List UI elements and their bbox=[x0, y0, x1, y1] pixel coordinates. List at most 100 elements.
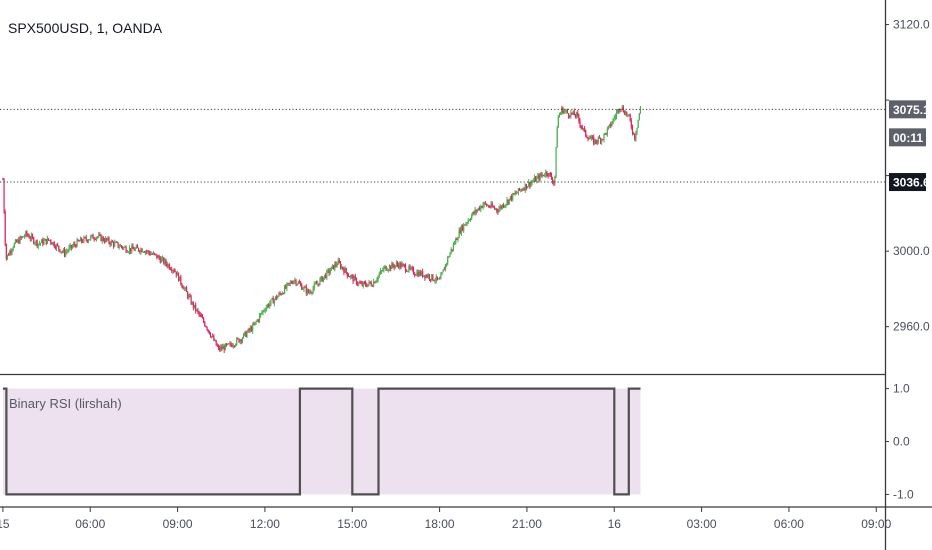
candle-body bbox=[606, 128, 608, 135]
price-tick-label: 2960.0 bbox=[893, 320, 930, 334]
candle-body bbox=[355, 278, 358, 284]
candle-body bbox=[476, 209, 478, 212]
candle-body bbox=[443, 269, 445, 271]
candle-body bbox=[445, 263, 448, 265]
candle-body bbox=[362, 282, 364, 286]
candle-body bbox=[472, 212, 474, 216]
candle-body bbox=[5, 244, 7, 259]
candle-body bbox=[328, 269, 330, 274]
candle-body bbox=[90, 236, 92, 240]
candle-body bbox=[312, 288, 314, 293]
candle-body bbox=[60, 251, 62, 253]
price-axis[interactable]: 3120.0 3000.0 2960.0 3075.1 00:11 3036.6 bbox=[885, 18, 930, 334]
candle-body bbox=[134, 248, 136, 251]
candle-body bbox=[347, 276, 350, 277]
candle-body bbox=[629, 114, 631, 121]
candle-body bbox=[441, 272, 443, 275]
candle-body bbox=[225, 343, 228, 345]
candle-body bbox=[240, 339, 242, 342]
candle-body bbox=[376, 279, 378, 282]
candle-body bbox=[589, 138, 591, 140]
candle-body bbox=[510, 196, 513, 200]
candle-body bbox=[345, 268, 347, 273]
candle-body bbox=[460, 225, 462, 234]
candle-body bbox=[346, 272, 348, 277]
candle-body bbox=[367, 284, 369, 287]
candle-body bbox=[473, 212, 475, 214]
candle-body bbox=[461, 225, 464, 231]
candle-body bbox=[392, 263, 394, 267]
candle-body bbox=[614, 116, 616, 118]
candle-body bbox=[298, 282, 301, 284]
candle-body bbox=[50, 240, 52, 243]
candle-body bbox=[173, 270, 175, 272]
candle-body bbox=[623, 111, 626, 115]
candle-body bbox=[581, 126, 583, 129]
candle-body bbox=[388, 265, 391, 270]
candle-body bbox=[552, 179, 554, 183]
candle-body bbox=[2, 179, 4, 181]
candle-body bbox=[607, 125, 610, 129]
candle-body bbox=[530, 182, 532, 187]
candle-body bbox=[192, 302, 194, 308]
rsi-tick-label: 0.0 bbox=[893, 435, 910, 449]
candle-body bbox=[205, 326, 207, 328]
candle-body bbox=[557, 116, 559, 128]
candle-body bbox=[480, 206, 482, 210]
candle-body bbox=[107, 238, 109, 241]
candle-body bbox=[515, 192, 517, 194]
price-pane[interactable] bbox=[0, 104, 885, 354]
candle-body bbox=[558, 114, 561, 117]
candle-body bbox=[529, 182, 531, 187]
candle-body bbox=[610, 124, 612, 127]
candle-body bbox=[132, 245, 134, 249]
candle-body bbox=[278, 293, 280, 297]
candle-body bbox=[336, 264, 338, 266]
candle-body bbox=[377, 276, 379, 280]
candle-body bbox=[108, 238, 110, 243]
candle-body bbox=[63, 249, 66, 256]
candle-body bbox=[167, 264, 169, 267]
candle-body bbox=[159, 258, 161, 263]
price-tick-label: 3120.0 bbox=[893, 18, 930, 32]
candle-body bbox=[403, 264, 405, 266]
time-axis[interactable]: 15 06:00 09:00 12:00 15:00 18:00 21:00 16 03:00 0… bbox=[0, 507, 892, 531]
candle-body bbox=[302, 289, 304, 290]
candle-body bbox=[142, 251, 144, 253]
candle-body bbox=[185, 287, 188, 293]
candle-body bbox=[234, 344, 237, 346]
candle-body bbox=[231, 345, 233, 347]
candle-body bbox=[634, 133, 636, 140]
rsi-pane[interactable] bbox=[2, 387, 641, 496]
candle-body bbox=[385, 266, 387, 271]
candle-body bbox=[124, 246, 126, 248]
candle-body bbox=[601, 139, 603, 143]
candle-body bbox=[228, 343, 230, 345]
indicator-title[interactable]: Binary RSI (lirshah) bbox=[9, 396, 122, 411]
candle-body bbox=[254, 322, 256, 325]
candle-body bbox=[289, 282, 291, 284]
candle-body bbox=[88, 239, 91, 241]
candle-body bbox=[330, 266, 332, 271]
candle-body bbox=[112, 242, 115, 246]
candle-body bbox=[59, 249, 61, 253]
symbol-title[interactable]: SPX500USD, 1, OANDA bbox=[8, 20, 163, 36]
candle-body bbox=[307, 289, 310, 293]
rsi-axis[interactable]: 1.0 0.0 -1.0 bbox=[885, 382, 914, 502]
candle-body bbox=[128, 248, 131, 252]
candle-body bbox=[596, 141, 598, 143]
last-price-label: 3075.1 bbox=[893, 103, 930, 117]
candle-body bbox=[46, 238, 48, 244]
candle-body bbox=[18, 239, 20, 244]
candle-body bbox=[506, 199, 508, 205]
candle-body bbox=[593, 137, 595, 144]
candle-body bbox=[3, 179, 5, 213]
candle-body bbox=[55, 244, 58, 249]
candle-body bbox=[417, 272, 419, 277]
rsi-band-fill bbox=[2, 388, 641, 495]
candle-body bbox=[384, 266, 386, 268]
candle-body bbox=[495, 208, 497, 210]
candle-body bbox=[67, 250, 69, 252]
candle-body bbox=[409, 266, 411, 269]
